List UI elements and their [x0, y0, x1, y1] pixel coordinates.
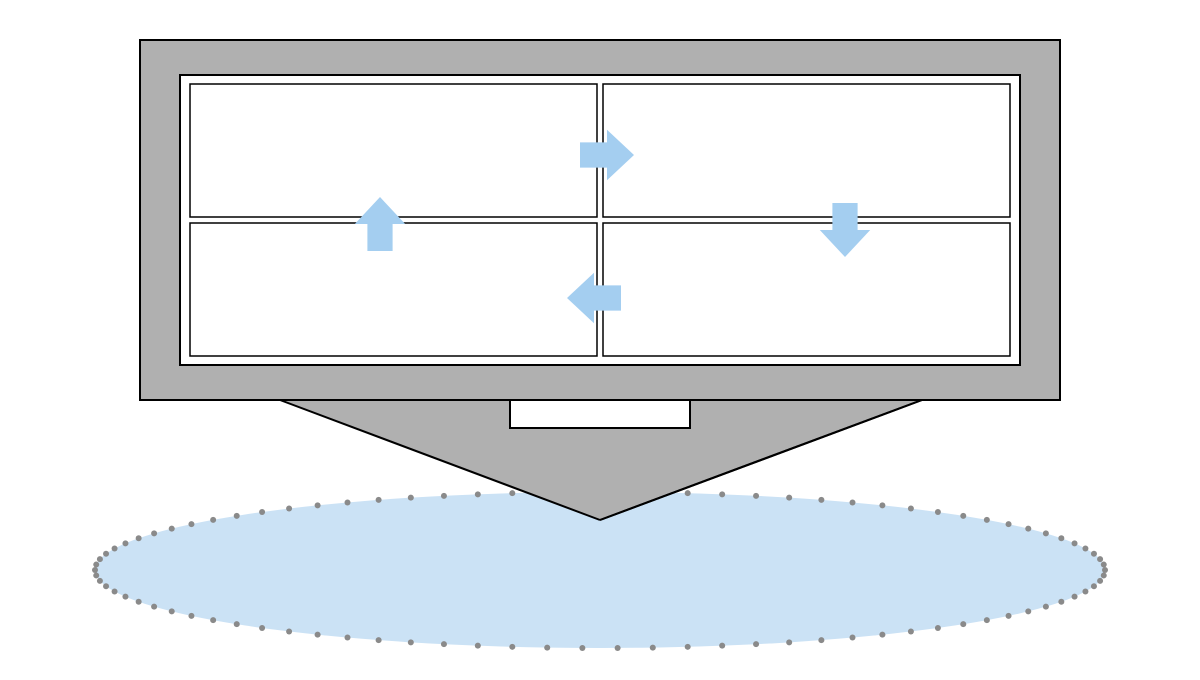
grid-cell: [603, 223, 1010, 356]
diagram-canvas: [0, 0, 1200, 680]
grid-cell: [190, 223, 597, 356]
grid-cell: [603, 84, 1010, 217]
grid-cell: [190, 84, 597, 217]
